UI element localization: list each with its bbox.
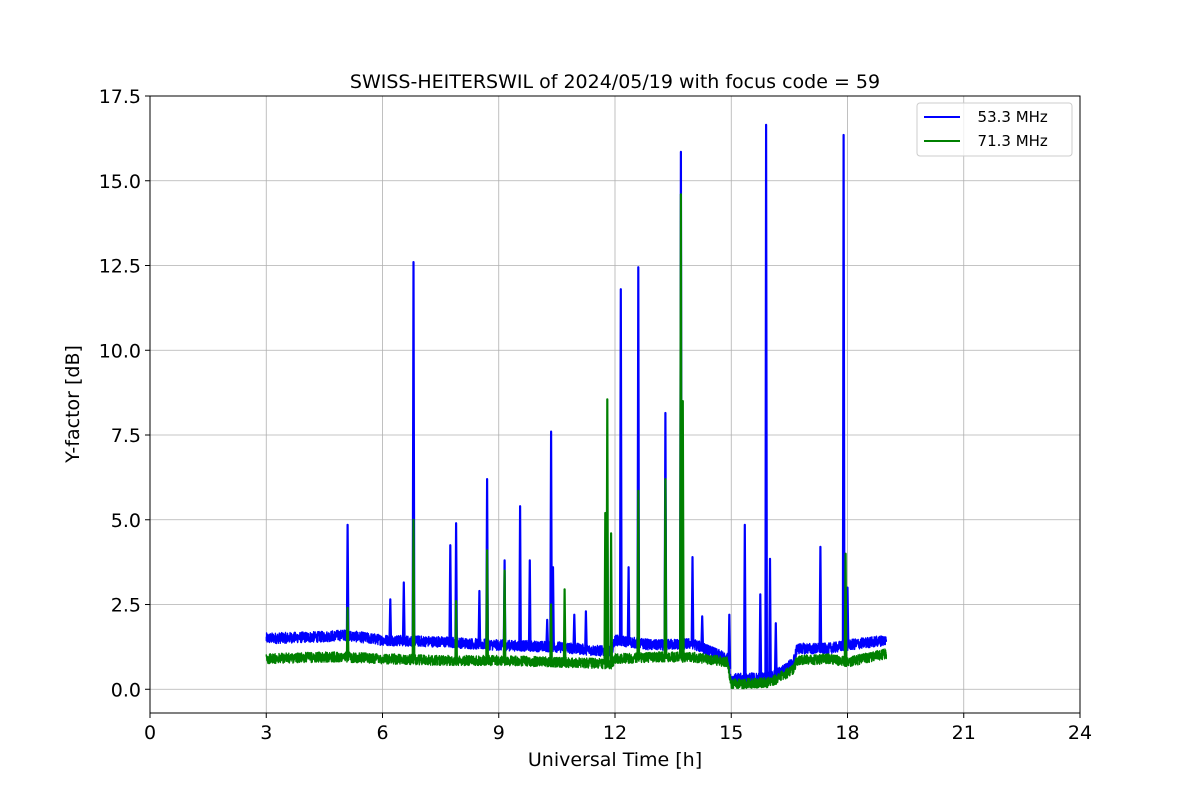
y-tick-label: 17.5 (99, 86, 141, 108)
series-peak (663, 478, 668, 658)
y-tick-label: 7.5 (111, 425, 141, 447)
x-tick-label: 18 (835, 722, 859, 744)
series-peak (411, 261, 416, 642)
x-tick-label: 0 (144, 722, 156, 744)
series-peak (727, 613, 732, 669)
series-peak (818, 545, 823, 649)
series-peak (345, 606, 350, 658)
ticks: 0 3 6 9 12 15 18 21 24 0.0 2.5 5.0 7.5 10.0 12.5 15.0 17… (99, 86, 1092, 744)
series-peak (680, 400, 685, 658)
series-peak (551, 566, 555, 647)
series-peak (345, 523, 350, 636)
series-peak (485, 549, 489, 661)
series-peak (764, 123, 768, 678)
series-peak (527, 559, 532, 647)
x-tick-label: 24 (1068, 722, 1092, 744)
series-peak (605, 398, 610, 664)
series-line-band (265, 648, 887, 690)
series-peak (768, 557, 772, 678)
x-tick-label: 3 (260, 722, 272, 744)
chart-title: SWISS-HEITERSWIL of 2024/05/19 with focu… (350, 71, 880, 93)
series-peak (562, 588, 567, 663)
series-peak (843, 552, 848, 662)
series-peak (841, 133, 846, 646)
series-peak (454, 600, 458, 661)
series-peak (518, 505, 522, 646)
series-peak (758, 593, 763, 678)
series-peak (609, 532, 613, 664)
series-peak (502, 569, 507, 661)
series-peak (549, 603, 553, 663)
y-tick-label: 10.0 (99, 340, 141, 362)
x-tick-label: 21 (952, 722, 976, 744)
x-tick-label: 12 (603, 722, 627, 744)
series-peak (549, 430, 553, 647)
y-tick-label: 0.0 (111, 679, 141, 701)
series-peak (411, 518, 416, 660)
series-peak (773, 622, 778, 675)
legend-label-53-3: 53.3 MHz (968, 108, 1048, 126)
x-tick-label: 15 (719, 722, 743, 744)
series-layer (265, 123, 887, 690)
series-peak (477, 589, 482, 645)
y-axis-label: Y-factor [dB] (62, 345, 84, 464)
y-tick-label: 12.5 (99, 256, 141, 278)
series-peak (618, 288, 623, 641)
x-axis-label: Universal Time [h] (528, 749, 702, 771)
y-tick-label: 2.5 (111, 595, 141, 617)
series-peak (700, 615, 705, 648)
series-peak (572, 613, 577, 649)
series-peak (636, 489, 641, 658)
series-peak (742, 523, 747, 679)
series-line-band (265, 629, 887, 686)
series-peak (388, 598, 393, 641)
x-tick-label: 9 (493, 722, 505, 744)
y-tick-label: 5.0 (111, 510, 141, 532)
series-peak (545, 618, 550, 647)
series-peak (679, 193, 683, 658)
series-peak (626, 566, 631, 642)
series-peak (448, 544, 453, 643)
series-peak (690, 556, 695, 644)
legend: 53.3 MHz 71.3 MHz (916, 102, 1073, 157)
series-peak (401, 581, 406, 641)
series-peak (584, 610, 588, 650)
x-tick-label: 6 (376, 722, 388, 744)
y-tick-label: 15.0 (99, 171, 141, 193)
grid (149, 95, 1081, 713)
legend-label-71-3: 71.3 MHz (968, 132, 1048, 150)
